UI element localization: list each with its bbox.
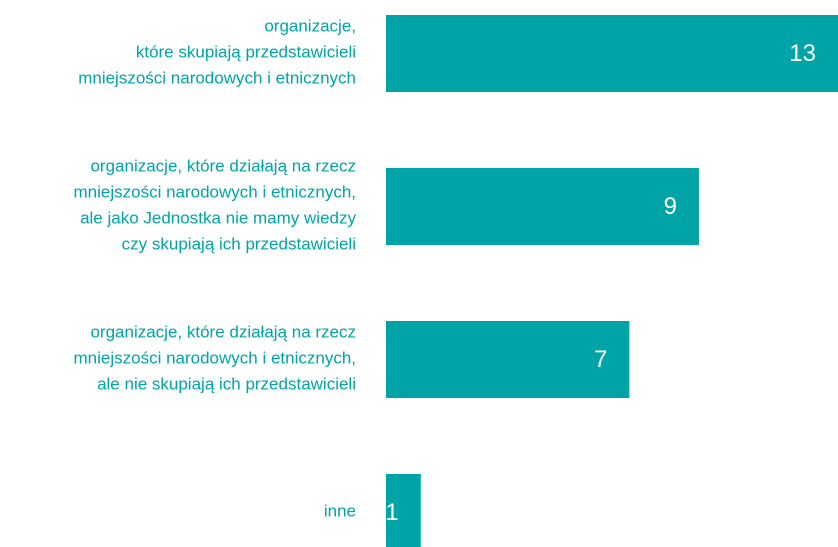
category-label: organizacje, które działają na rzecz mnie… bbox=[73, 157, 356, 254]
value-label: 7 bbox=[594, 346, 607, 373]
category-label: organizacje, które działają na rzecz mnie… bbox=[73, 323, 356, 394]
category-line: organizacje, bbox=[264, 17, 356, 36]
category-line: inne bbox=[324, 502, 356, 521]
category-line: mniejszości narodowych i etnicznych, bbox=[73, 183, 356, 202]
bar bbox=[386, 321, 630, 398]
bar bbox=[386, 15, 838, 92]
category-line: czy skupiają ich przedstawicieli bbox=[122, 235, 356, 254]
category-line: organizacje, które działają na rzecz bbox=[90, 157, 356, 176]
category-line: ale jako Jednostka nie mamy wiedzy bbox=[80, 209, 356, 228]
value-label: 13 bbox=[789, 40, 816, 67]
category-line: mniejszości narodowych i etnicznych, bbox=[73, 349, 356, 368]
category-line: ale nie skupiają ich przedstawicieli bbox=[97, 375, 356, 394]
value-label: 1 bbox=[385, 499, 398, 526]
category-label: inne bbox=[324, 502, 356, 521]
category-label: organizacje, które skupiają przedstawicie… bbox=[78, 17, 356, 88]
bar bbox=[386, 474, 421, 547]
bar bbox=[386, 168, 699, 245]
value-label: 9 bbox=[664, 193, 677, 220]
category-line: organizacje, które działają na rzecz bbox=[90, 323, 356, 342]
category-line: mniejszości narodowych i etnicznych bbox=[78, 69, 356, 88]
category-line: które skupiają przedstawicieli bbox=[136, 43, 356, 62]
